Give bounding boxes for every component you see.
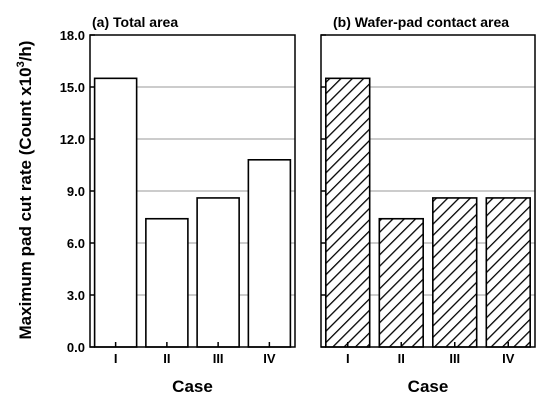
- y-axis-label-superscript: 3: [15, 61, 27, 67]
- y-tick-label: 9.0: [67, 184, 85, 199]
- y-tick-label: 0.0: [67, 340, 85, 355]
- panel-title: (a) Total area: [92, 14, 178, 30]
- bar-I: [325, 77, 371, 348]
- bar-IV: [247, 159, 292, 348]
- bars: [93, 77, 292, 348]
- x-tick-label: II: [398, 351, 405, 366]
- x-tick-label: II: [163, 351, 170, 366]
- x-tick-label: IV: [263, 351, 276, 366]
- x-tick-label: III: [213, 351, 224, 366]
- axis-ticks: I II III IV: [321, 34, 515, 366]
- x-tick-label: III: [449, 351, 460, 366]
- bar-I: [93, 77, 138, 348]
- bar-III: [432, 197, 478, 348]
- y-tick-label: 6.0: [67, 236, 85, 251]
- y-axis-label: Maximum pad cut rate (Count x103/h): [15, 41, 35, 340]
- bar-II: [378, 217, 424, 348]
- bars: [325, 77, 531, 348]
- y-tick-label: 15.0: [60, 80, 85, 95]
- bar-III: [196, 197, 240, 348]
- axis-ticks: 0.03.06.09.012.015.018.0I II III IV: [60, 28, 276, 366]
- panel-title: (b) Wafer-pad contact area: [333, 14, 509, 30]
- panel-total-area: 0.03.06.09.012.015.018.0I II III IV (a) Tot…: [60, 14, 296, 396]
- panel-wafer-pad-contact-area: I II III IV (b) Wafer-pad contact area Case: [320, 14, 536, 396]
- y-tick-label: 12.0: [60, 132, 85, 147]
- y-tick-label: 3.0: [67, 288, 85, 303]
- y-axis-label-tail: /h): [16, 41, 35, 62]
- x-axis-label: Case: [408, 377, 449, 396]
- x-tick-label: I: [346, 351, 350, 366]
- bar-II: [145, 217, 189, 348]
- x-axis-label: Case: [172, 377, 213, 396]
- y-axis-label-main: Maximum pad cut rate (Count x10: [16, 67, 35, 339]
- x-tick-label: IV: [502, 351, 515, 366]
- x-tick-label: I: [114, 351, 118, 366]
- bar-IV: [485, 197, 531, 348]
- y-tick-label: 18.0: [60, 28, 85, 43]
